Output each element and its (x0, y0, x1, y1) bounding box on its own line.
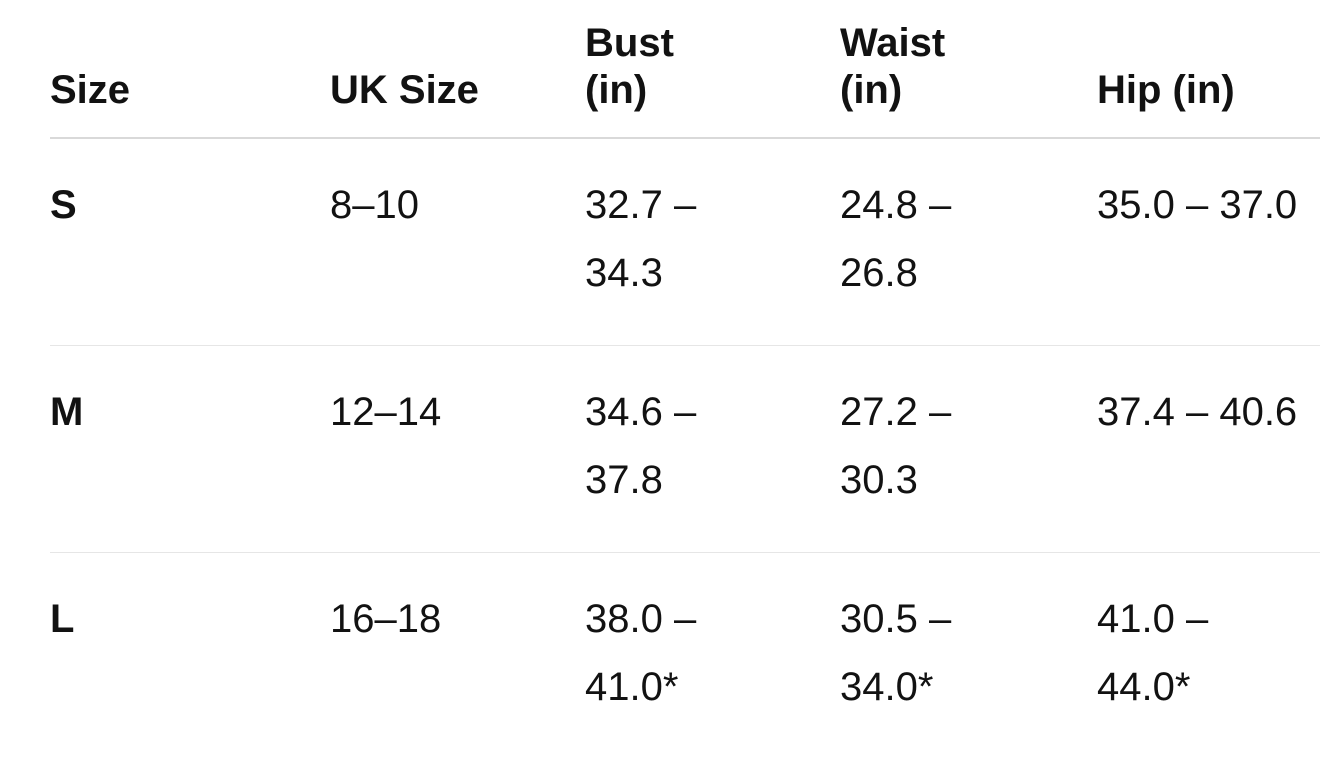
row-divider (50, 345, 1320, 346)
cell-uk-size: 8–10 (330, 183, 419, 227)
cell-waist: 24.8 – 26.8 (840, 183, 952, 295)
cell-uk-size: 16–18 (330, 597, 442, 641)
header-size: Size (50, 20, 130, 114)
header-uk-size: UK Size (330, 20, 479, 114)
row-divider (50, 552, 1320, 553)
cell-size: S (50, 183, 77, 227)
cell-bust: 38.0 – 41.0* (585, 597, 697, 709)
header-divider (50, 137, 1320, 139)
header-waist: Waist (in) (840, 20, 945, 114)
cell-waist: 27.2 – 30.3 (840, 390, 952, 502)
header-label: Waist (in) (840, 21, 946, 112)
cell-size: L (50, 597, 75, 641)
header-label: UK Size (330, 68, 479, 112)
cell-bust: 34.6 – 37.8 (585, 390, 697, 502)
cell-hip: 35.0 – 37.0 (1097, 183, 1298, 227)
header-label: Size (50, 68, 131, 112)
cell-hip: 41.0 – 44.0* (1097, 597, 1209, 709)
header-label: Bust (in) (585, 21, 674, 112)
cell-bust: 32.7 – 34.3 (585, 183, 697, 295)
cell-uk-size: 12–14 (330, 390, 442, 434)
cell-hip: 37.4 – 40.6 (1097, 390, 1298, 434)
cell-waist: 30.5 – 34.0* (840, 597, 952, 709)
header-bust: Bust (in) (585, 20, 674, 114)
header-hip: Hip (in) (1097, 20, 1235, 114)
header-label: Hip (in) (1097, 68, 1235, 112)
cell-size: M (50, 390, 84, 434)
